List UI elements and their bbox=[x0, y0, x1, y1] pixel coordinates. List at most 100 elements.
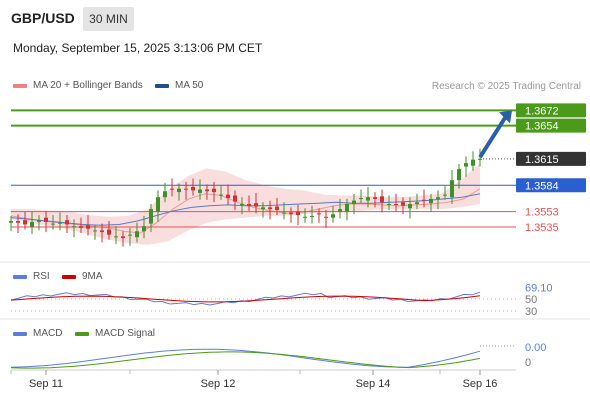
macd-level-label: 0.00 bbox=[525, 342, 546, 354]
candle-body bbox=[422, 199, 426, 201]
candle-body bbox=[282, 212, 286, 214]
candle-body bbox=[478, 158, 482, 160]
candle-body bbox=[401, 202, 405, 206]
candle-body bbox=[65, 220, 69, 225]
legend-rsi: RSI bbox=[13, 271, 50, 282]
candle-body bbox=[289, 212, 293, 215]
candle-body bbox=[44, 217, 48, 222]
level-tag-1.3584 bbox=[516, 178, 586, 193]
candle-body bbox=[23, 220, 27, 225]
candle-body bbox=[72, 226, 76, 228]
interval-button[interactable]: 30 MIN bbox=[83, 7, 134, 31]
candle-body bbox=[366, 197, 370, 201]
candle-body bbox=[233, 195, 237, 202]
rsi-ma-swatch bbox=[62, 274, 76, 279]
candle-body bbox=[324, 216, 328, 218]
x-tick-label: Sep 14 bbox=[356, 378, 391, 390]
level-tag-1.3672 bbox=[516, 103, 586, 118]
candle-body bbox=[37, 220, 41, 222]
datetime-label: Monday, September 15, 2025 3:13:06 PM CE… bbox=[13, 41, 263, 55]
candle-body bbox=[261, 207, 265, 210]
legend-rsi-ma: 9MA bbox=[62, 271, 103, 282]
level-label-1.3553: 1.3553 bbox=[525, 207, 559, 219]
candle-body bbox=[163, 191, 167, 198]
candle-body bbox=[352, 200, 356, 205]
candle-body bbox=[331, 214, 335, 218]
legend-macd-signal: MACD Signal bbox=[75, 328, 155, 339]
forecast-arrow-line bbox=[478, 115, 508, 159]
candle-body bbox=[443, 194, 447, 196]
candle-body bbox=[373, 197, 377, 199]
candle-body bbox=[114, 236, 118, 238]
candle-body bbox=[149, 209, 153, 224]
candle-body bbox=[310, 215, 314, 217]
legend-rsi-label: RSI bbox=[33, 271, 50, 282]
x-tick-label: Sep 12 bbox=[201, 378, 236, 390]
rsi-level-label: 30 bbox=[525, 306, 537, 318]
candle-body bbox=[338, 209, 342, 212]
candle-body bbox=[128, 234, 132, 236]
candle-body bbox=[93, 230, 97, 232]
level-label-1.3584: 1.3584 bbox=[525, 180, 559, 192]
rsi-level-label: 50 bbox=[525, 294, 537, 306]
candle-body bbox=[429, 198, 433, 204]
candle-body bbox=[107, 229, 111, 235]
candle-body bbox=[408, 204, 412, 209]
candle-body bbox=[226, 194, 230, 199]
legend-ma50-label: MA 50 bbox=[175, 80, 204, 91]
candle-body bbox=[464, 163, 468, 167]
legend-rsi-ma-label: 9MA bbox=[82, 271, 103, 282]
candle-body bbox=[16, 221, 20, 223]
rsi-level-label: 69.10 bbox=[525, 283, 553, 295]
rsi-ma-line bbox=[10, 295, 481, 303]
ma50-swatch bbox=[155, 83, 169, 88]
candle-body bbox=[79, 226, 83, 228]
legend-ma50: MA 50 bbox=[155, 80, 203, 91]
candle-body bbox=[387, 204, 391, 206]
candle-body bbox=[184, 188, 188, 190]
candle-body bbox=[380, 196, 384, 203]
macd-signal-line bbox=[10, 351, 481, 369]
legend-ma20-label: MA 20 + Bollinger Bands bbox=[33, 80, 143, 91]
candle-body bbox=[177, 188, 181, 193]
candle-body bbox=[345, 204, 349, 212]
candle-body bbox=[212, 188, 216, 193]
level-label-1.3535: 1.3535 bbox=[525, 222, 559, 234]
legend-ma20: MA 20 + Bollinger Bands bbox=[13, 80, 143, 91]
candle-body bbox=[58, 222, 62, 224]
ma50-line bbox=[10, 193, 481, 226]
ma20-swatch bbox=[13, 83, 27, 88]
candle-body bbox=[247, 204, 251, 206]
macd-swatch bbox=[13, 331, 27, 336]
macd-signal-swatch bbox=[75, 331, 89, 336]
credit-text: Research © 2025 Trading Central bbox=[431, 81, 581, 92]
candle-body bbox=[275, 206, 279, 210]
level-label-1.3672: 1.3672 bbox=[525, 105, 559, 117]
candle-body bbox=[219, 194, 223, 196]
candle-body bbox=[135, 231, 139, 238]
candle-body bbox=[359, 198, 363, 200]
candle-body bbox=[415, 202, 419, 205]
candle-body bbox=[457, 169, 461, 181]
level-label-1.3654: 1.3654 bbox=[525, 121, 559, 133]
candle-body bbox=[240, 204, 244, 206]
candle-body bbox=[100, 230, 104, 233]
candle-body bbox=[30, 221, 34, 228]
current-price-tag bbox=[516, 151, 586, 166]
candle-body bbox=[86, 225, 90, 229]
candle-body bbox=[156, 197, 160, 212]
candle-body bbox=[121, 236, 125, 239]
legend-macd-label: MACD bbox=[33, 328, 63, 339]
candle-body bbox=[303, 216, 307, 218]
candle-body bbox=[51, 223, 55, 225]
candle-body bbox=[317, 213, 321, 215]
level-tag-1.3654 bbox=[516, 118, 586, 133]
legend-macd-signal-label: MACD Signal bbox=[95, 328, 156, 339]
candle-body bbox=[268, 207, 272, 210]
current-price-label: 1.3615 bbox=[525, 154, 559, 166]
candle-body bbox=[205, 189, 209, 192]
resistance-tag-group bbox=[516, 103, 586, 132]
rsi-swatch bbox=[13, 274, 27, 279]
rsi-line bbox=[10, 291, 481, 306]
